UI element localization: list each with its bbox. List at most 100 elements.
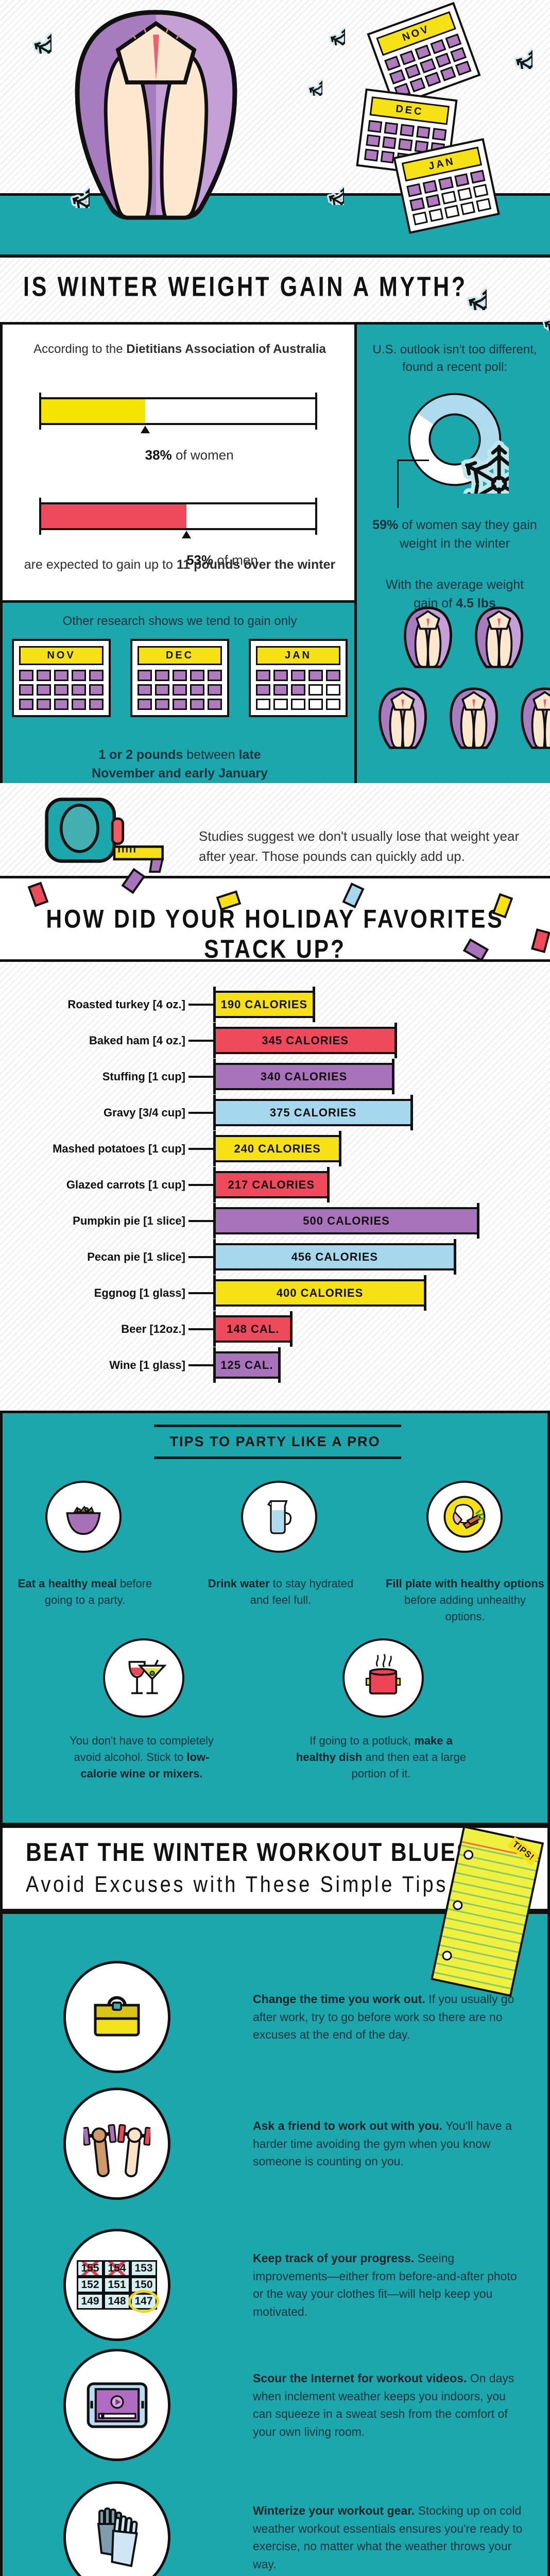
calendar-cell [444,205,460,219]
bar: 400 CALORIES [213,1275,426,1311]
calendar-cell [273,699,288,710]
calendar-month-label: NOV [19,646,104,665]
chart-row: Wine [1 glass] 125 CAL. [0,1347,550,1383]
chart-row: Pumpkin pie [1 slice] 500 CALORIES [0,1203,550,1239]
men-percent-fill [40,504,187,528]
calendar-cell [440,66,456,81]
measuring-tape-icon [45,798,164,873]
calendar-cell [291,699,305,710]
chart-row: Beer [12oz.] 148 CAL. [0,1311,550,1347]
snowflake-icon [490,27,532,69]
tape-note-text: Studies suggest we don't usually lose th… [199,828,520,864]
calendar-cell [54,684,68,696]
cooking-pot-icon [342,1638,424,1718]
calendar-cell [54,699,68,710]
calendar-cell [441,191,457,205]
calendar-cell [173,699,187,710]
confetti-icon [27,882,49,907]
snowflake-icon [305,166,344,205]
workout-subtitle: Avoid Excuses with These Simple Tips [26,1872,449,1897]
calendar-cell [273,670,288,681]
women-percent-annotation: 38% of women [40,426,316,463]
calendar-cell [457,187,473,201]
bar: 375 CALORIES [213,1095,414,1130]
chart-row: Pecan pie [1 slice] 456 CALORIES [0,1239,550,1275]
snowflake-icon [308,8,345,45]
workout-tip-row: 155 154 153 152 151 150 149 148 147 Keep… [3,2226,547,2344]
snowflake-icon [7,9,51,54]
calendar-cell [326,670,340,681]
chart-title-section: HOW DID YOUR HOLIDAY FAVORITES STACK UP? [0,868,550,963]
calendar-cell [37,670,51,681]
research-outro: 1 or 2 pounds between late November and … [92,748,268,781]
calendar-cell [190,684,204,696]
bar: 190 CALORIES [213,987,315,1022]
calendar-cell [420,58,436,74]
cocktails-icon [103,1638,184,1718]
calendar-cell [412,211,428,226]
calendar-cell [367,120,382,133]
marker-arrow-icon [182,531,192,538]
calendar-cell [256,670,270,681]
hero-section: NOV DEC JAN [0,0,550,258]
scale-icon [472,605,526,670]
calendar-cell [138,699,152,710]
calendar-cell [416,126,431,139]
calendar-cell [155,684,169,696]
weight-number: 147 [128,2290,159,2313]
scale-icon [518,686,550,751]
calendar-cell [366,134,381,147]
bar: 240 CALORIES [213,1131,342,1166]
bar: 340 CALORIES [213,1059,395,1094]
chart-row: Gravy [3/4 cup] 375 CALORIES [0,1095,550,1130]
marker-arrow-icon [140,426,150,433]
calendar-cell [72,670,86,681]
workout-tip-text: Ask a friend to work out with you. You'l… [253,2119,512,2168]
donut-pointer-line [397,460,429,461]
calendar-cell [435,53,452,68]
party-tips-title: TIPS TO PARTY LIKE A PRO [169,1434,381,1449]
calendar-cell [399,50,416,65]
calendar-cell [455,60,472,76]
workout-tip-text: Winterize your workout gear. Stocking up… [253,2504,523,2571]
calendar-cell [460,201,476,215]
research-intro: Other research shows we tend to gain onl… [62,614,297,628]
calendar-cell [454,173,470,187]
salad-bowl-icon [45,1481,122,1553]
calendar-cell [364,148,379,162]
workout-tip-row: Winterize your workout gear. Stocking up… [3,2478,547,2576]
chart-row: Stuffing [1 cup] 340 CALORIES [0,1059,550,1094]
men-percent-caption: 53% of men [186,552,258,568]
australia-intro: According to the Dietitians Association … [33,342,326,356]
snowflake-icon [521,293,550,331]
calendar-cell [37,684,51,696]
party-tip-text: Fill plate with healthy options before a… [385,1577,544,1623]
calorie-chart: Roasted turkey [4 oz.] 190 CALORIES Baked… [0,962,550,1411]
bar: 125 CAL. [213,1347,281,1383]
party-tip-text: Eat a healthy meal before going to a par… [18,1577,152,1606]
australia-outro: are expected to gain up to 11 pounds ove… [24,557,336,572]
calendar-cell [291,684,305,696]
calendar-cell [438,176,454,191]
calendar-cell [432,128,447,141]
workout-tip-row: Change the time you work out. If you usu… [3,1958,547,2076]
winter-gloves-icon [63,2481,170,2576]
bar: 148 CAL. [213,1311,293,1347]
calendar-cell [389,69,406,84]
calendar-cell [476,198,492,212]
calendar-cell [424,72,441,87]
calendar-cell [19,670,33,681]
us-average: With the average weight gain of 4.5 lbs [385,578,524,611]
calendar-cell [308,670,323,681]
calendar-cell [384,56,401,71]
calendar-cell [208,684,222,696]
calendar-cell [308,699,323,710]
calendar-cell [72,699,86,710]
calendar-cell [470,170,486,184]
calendar-cell [430,39,446,55]
workout-video-icon [63,2349,170,2461]
calendar-cell [308,684,323,696]
workout-tip-row: Ask a friend to work out with you. You'l… [3,2084,547,2203]
calendar-cell [19,684,33,696]
calendar-cell [404,63,421,79]
